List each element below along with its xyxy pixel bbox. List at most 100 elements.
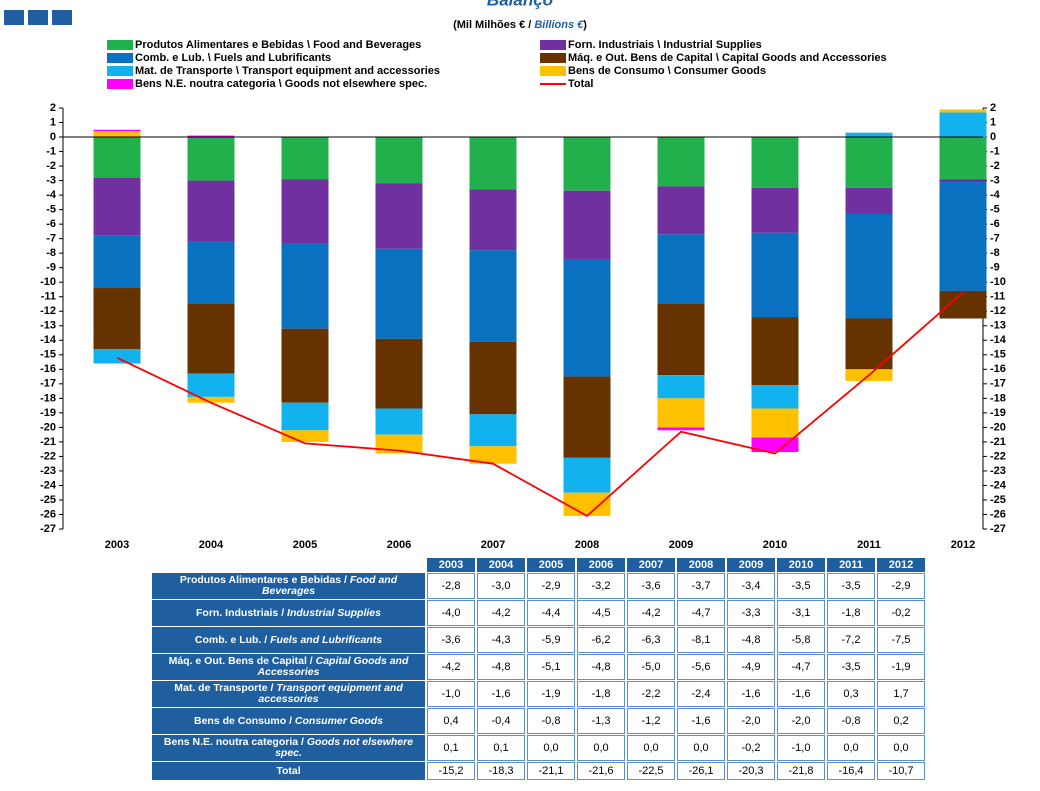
bar (563, 258, 611, 377)
table-value: -3,3 (727, 600, 775, 626)
y2-tick-label: -17 (990, 378, 1006, 390)
table-value: -5,1 (527, 654, 575, 680)
table-value: -5,6 (677, 654, 725, 680)
column-header: 2008 (677, 558, 725, 572)
y-tick-label: -14 (40, 334, 57, 346)
bar (93, 137, 141, 178)
y2-tick-label: -24 (990, 479, 1007, 491)
y-tick-label: -23 (40, 465, 56, 477)
column-header: 2006 (577, 558, 625, 572)
table-value: -3,5 (777, 573, 825, 599)
table-value: -3,7 (677, 573, 725, 599)
table-value: -2,9 (877, 573, 925, 599)
y2-tick-label: 2 (990, 102, 996, 114)
y2-tick-label: -5 (990, 204, 1000, 216)
table-value: -2,8 (427, 573, 475, 599)
bar (375, 137, 423, 184)
y-tick-label: -5 (46, 204, 56, 216)
y2-tick-label: -15 (990, 349, 1006, 361)
y2-tick-label: 1 (990, 116, 996, 128)
bar (469, 189, 517, 251)
legend-label: Mat. de Transporte \ Transport equipment… (135, 65, 440, 77)
bar (563, 190, 611, 259)
table-value: -10,7 (877, 762, 925, 780)
bar (281, 328, 329, 403)
bar (563, 457, 611, 493)
legend-swatch (540, 53, 566, 63)
bar (187, 137, 235, 181)
row-label: Forn. Industriais / Industrial Supplies (152, 600, 425, 626)
row-label-main: Forn. Industriais / (196, 606, 285, 619)
table-value: -0,4 (477, 708, 525, 734)
y-tick-label: -26 (40, 508, 56, 520)
bar (939, 179, 987, 183)
y-tick-label: -9 (46, 262, 56, 274)
table-value: 0,0 (527, 735, 575, 761)
table-value: -1,8 (577, 681, 625, 707)
table-value: 0,1 (477, 735, 525, 761)
y2-tick-label: -18 (990, 392, 1006, 404)
x-tick-label: 2009 (669, 539, 693, 551)
y-tick-label: -13 (40, 320, 56, 332)
y2-tick-label: -6 (990, 218, 1000, 230)
table-row: Comb. e Lub. / Fuels and Lubrificants -3,… (152, 627, 925, 653)
data-table: 2003 2004 2005 2006 2007 2008 2009 2010 2011 2012… (150, 557, 927, 781)
table-value: -8,1 (677, 627, 725, 653)
bar (187, 180, 235, 242)
legend-swatch (107, 79, 133, 89)
y-tick-label: -3 (46, 174, 56, 186)
x-tick-label: 2012 (951, 539, 975, 551)
table-value: -4,8 (577, 654, 625, 680)
bar (93, 129, 141, 132)
bar (751, 187, 799, 233)
column-header: 2009 (727, 558, 775, 572)
table-value: -4,2 (477, 600, 525, 626)
table-value: -4,8 (477, 654, 525, 680)
row-label: Bens de Consumo / Consumer Goods (152, 708, 425, 734)
table-value: -1,6 (777, 681, 825, 707)
y2-tick-label: -8 (990, 247, 1000, 259)
bar (657, 303, 705, 376)
bar (939, 112, 987, 138)
bar (93, 288, 141, 349)
table-value: -1,0 (427, 681, 475, 707)
y-tick-label: -6 (46, 218, 56, 230)
table-value: 0,0 (877, 735, 925, 761)
legend-swatch (107, 66, 133, 76)
y2-tick-label: -3 (990, 174, 1000, 186)
row-label: Comb. e Lub. / Fuels and Lubrificants (152, 627, 425, 653)
x-tick-label: 2008 (575, 539, 599, 551)
bar (563, 137, 611, 191)
y-tick-label: -18 (40, 392, 56, 404)
table-value: -1,9 (527, 681, 575, 707)
bar (657, 234, 705, 304)
row-label: Produtos Alimentares e Bebidas / Food an… (152, 573, 425, 599)
row-label: Total (152, 762, 425, 780)
y-tick-label: -15 (40, 349, 56, 361)
row-label: Máq. e Out. Bens de Capital / Capital Go… (152, 654, 425, 680)
bar (469, 341, 517, 415)
bar (93, 235, 141, 289)
row-label-en: Industrial Supplies (287, 606, 381, 619)
legend-swatch (107, 53, 133, 63)
column-header: 2007 (627, 558, 675, 572)
table-value: -3,1 (777, 600, 825, 626)
bar (187, 241, 235, 304)
table-value: -7,5 (877, 627, 925, 653)
row-label-main: Produtos Alimentares e Bebidas / (179, 574, 347, 586)
y-tick-label: -27 (40, 523, 56, 535)
y-tick-label: -8 (46, 247, 56, 259)
y-tick-label: -2 (46, 160, 56, 172)
bar (563, 492, 611, 516)
y-tick-label: 1 (50, 116, 56, 128)
table-row: Bens de Consumo / Consumer Goods 0,4 -0,4-… (152, 708, 925, 734)
bar (187, 396, 235, 403)
y2-tick-label: -26 (990, 508, 1006, 520)
table-value: 0,0 (577, 735, 625, 761)
y-tick-label: -16 (40, 363, 56, 375)
subtitle-part: ) (583, 19, 587, 31)
table-value: -4,7 (677, 600, 725, 626)
bar (939, 182, 987, 291)
table-value: -1,9 (877, 654, 925, 680)
